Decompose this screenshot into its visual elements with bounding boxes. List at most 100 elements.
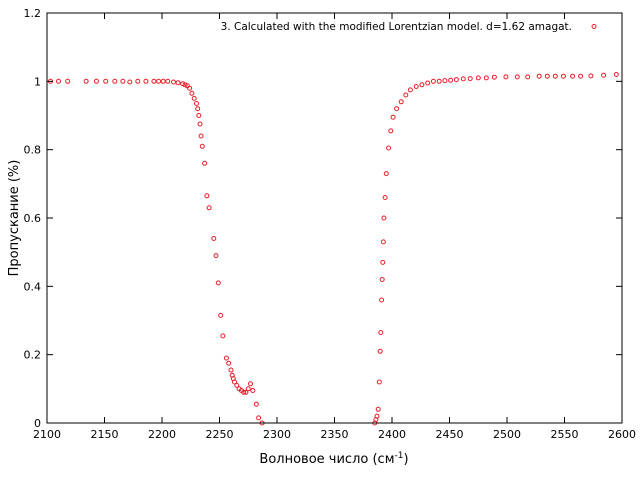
data-point xyxy=(189,90,195,96)
data-point xyxy=(165,78,171,84)
plot-frame xyxy=(46,12,623,424)
data-point xyxy=(430,78,436,84)
data-point xyxy=(386,145,392,151)
data-point xyxy=(419,82,425,88)
data-point xyxy=(588,73,594,79)
data-point xyxy=(248,381,253,387)
data-point xyxy=(380,259,386,265)
y-tick-label: 0.6 xyxy=(24,212,42,225)
data-point xyxy=(194,101,199,106)
data-point xyxy=(514,74,520,80)
data-point xyxy=(381,215,387,221)
series-points xyxy=(48,72,619,426)
y-tick-label: 1.2 xyxy=(24,7,42,20)
data-point xyxy=(112,78,118,84)
data-point xyxy=(199,143,205,149)
data-point xyxy=(83,78,89,84)
x-tick-label: 2100 xyxy=(33,428,61,441)
data-point xyxy=(503,74,509,80)
legend-marker xyxy=(591,24,597,29)
data-point xyxy=(250,388,256,393)
data-point xyxy=(377,348,383,354)
data-point xyxy=(448,77,454,83)
data-point xyxy=(143,78,149,84)
x-tick-label: 2350 xyxy=(321,428,349,441)
x-tick-label: 2550 xyxy=(551,428,579,441)
data-point xyxy=(378,330,384,335)
data-point xyxy=(380,239,386,245)
data-point xyxy=(467,76,473,82)
data-point xyxy=(613,72,619,77)
data-point xyxy=(536,73,542,79)
data-point xyxy=(195,106,201,112)
data-point xyxy=(560,73,566,79)
data-point xyxy=(379,297,385,303)
y-tick-label: 0 xyxy=(34,417,41,430)
data-point xyxy=(226,360,232,366)
data-point xyxy=(253,401,259,407)
x-tick-label: 2250 xyxy=(206,428,234,441)
data-point xyxy=(234,382,240,388)
data-point xyxy=(570,73,576,79)
legend: 3. Calculated with the modified Lorentzi… xyxy=(221,21,597,33)
x-tick-label: 2600 xyxy=(608,428,636,441)
axis-tick-labels: 2100 2150 2200 2250 2300 2350 2400 2450 2500 2550… xyxy=(24,7,637,441)
data-point xyxy=(228,367,234,373)
data-point xyxy=(120,78,126,84)
data-point xyxy=(151,78,157,84)
data-point xyxy=(394,106,400,112)
data-point xyxy=(191,95,197,101)
y-tick-label: 0.4 xyxy=(24,280,42,293)
legend-label: 3. Calculated with the modified Lorentzi… xyxy=(221,21,572,33)
data-point xyxy=(403,92,409,98)
data-point xyxy=(65,78,71,84)
x-tick-label: 2150 xyxy=(91,428,119,441)
data-point xyxy=(218,312,224,318)
data-point xyxy=(256,415,262,421)
data-point xyxy=(198,133,204,139)
data-point xyxy=(93,78,99,84)
data-point xyxy=(175,80,181,86)
data-point xyxy=(220,333,226,339)
data-point xyxy=(187,85,193,91)
data-point xyxy=(383,171,389,177)
data-point xyxy=(241,389,247,395)
data-point xyxy=(223,355,229,361)
data-point xyxy=(171,79,176,85)
data-point xyxy=(442,78,448,84)
data-point xyxy=(206,205,212,211)
data-point xyxy=(204,193,210,199)
data-point xyxy=(544,73,550,79)
data-point xyxy=(202,160,208,166)
data-point xyxy=(460,76,466,82)
data-point xyxy=(398,99,404,105)
x-tick-label: 2200 xyxy=(148,428,176,441)
data-point xyxy=(382,195,388,200)
data-point xyxy=(552,73,558,79)
data-point xyxy=(156,78,162,84)
data-point xyxy=(56,78,61,84)
data-point xyxy=(436,78,442,84)
y-tick-label: 1 xyxy=(34,75,41,88)
data-point xyxy=(578,73,584,79)
data-point xyxy=(453,77,459,83)
data-point xyxy=(525,74,531,80)
x-tick-label: 2300 xyxy=(263,428,291,441)
data-point xyxy=(215,280,221,286)
y-axis-label: Пропускание (%) xyxy=(7,160,22,277)
x-tick-label: 2450 xyxy=(436,428,464,441)
data-point xyxy=(376,379,382,385)
y-tick-label: 0.2 xyxy=(24,349,42,362)
data-point xyxy=(374,413,380,419)
data-point xyxy=(197,121,203,127)
data-point xyxy=(182,82,188,88)
data-point xyxy=(103,78,109,84)
x-tick-label: 2400 xyxy=(378,428,406,441)
data-point xyxy=(475,75,481,81)
data-point xyxy=(375,406,381,412)
y-tick-label: 0.8 xyxy=(24,144,42,157)
data-point xyxy=(213,253,219,259)
data-point xyxy=(232,379,237,385)
data-point xyxy=(388,128,394,134)
data-point xyxy=(245,386,251,392)
